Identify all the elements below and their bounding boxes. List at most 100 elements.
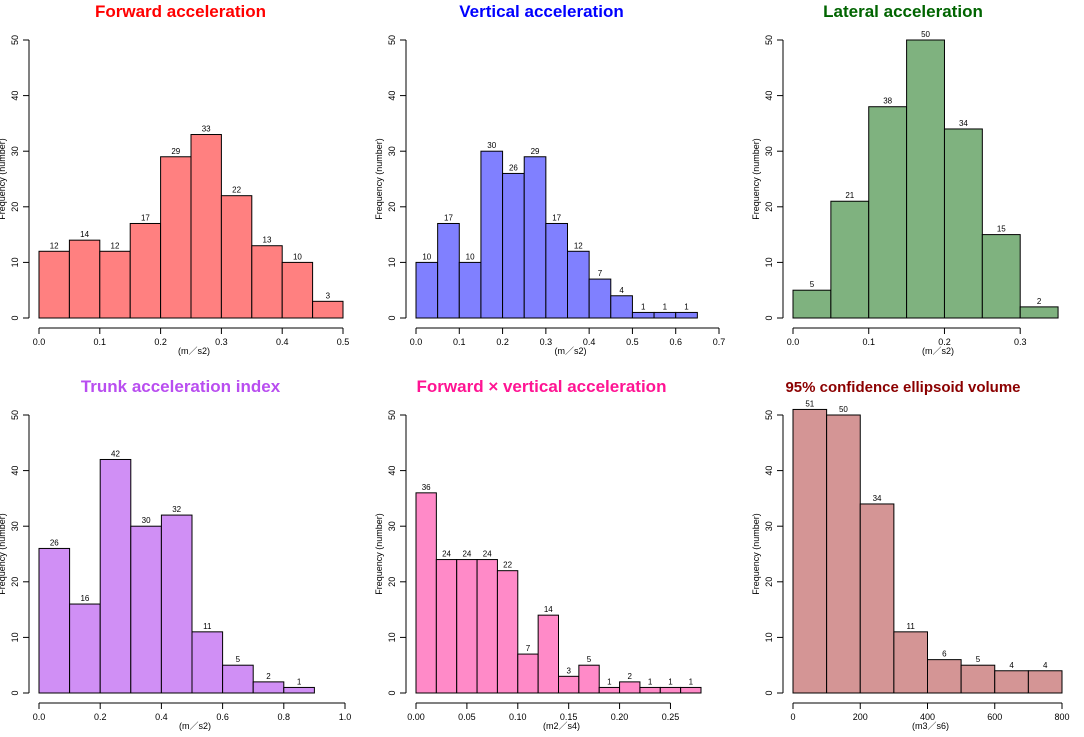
histogram-bar <box>567 250 590 319</box>
y-tick-label: 10 <box>10 257 20 267</box>
bar-count-label: 10 <box>466 252 475 261</box>
bar-count-label: 3 <box>566 666 571 675</box>
x-tick-label: 0.1 <box>862 337 875 347</box>
bar-count-label: 1 <box>648 677 653 686</box>
bar-count-label: 17 <box>141 213 150 222</box>
y-tick-label: 30 <box>387 146 397 156</box>
y-tick-label: 10 <box>764 632 774 642</box>
histogram-bar <box>251 245 283 319</box>
histogram-bar <box>545 222 569 319</box>
x-axis-label: (m／s2) <box>179 721 211 731</box>
histogram-bar <box>537 614 559 694</box>
bar-count-label: 13 <box>263 236 272 245</box>
x-axis-label: (m2／s4) <box>543 721 580 731</box>
bar-count-label: 4 <box>1043 661 1048 670</box>
histogram-forward-acceleration: Forward acceleration 12 14 12 17 29 33 22 13 10 3… <box>0 0 361 368</box>
histogram-bar <box>830 200 870 319</box>
y-tick-label: 40 <box>764 91 774 101</box>
bar-count-label: 21 <box>845 191 854 200</box>
x-tick-label: 600 <box>987 712 1002 722</box>
histogram-bar <box>792 289 832 319</box>
x-tick-label: 200 <box>853 712 868 722</box>
y-tick-label: 0 <box>10 315 20 320</box>
y-tick-label: 40 <box>764 466 774 476</box>
y-tick-label: 50 <box>10 35 20 45</box>
bar-count-label: 4 <box>619 286 624 295</box>
y-tick-label: 0 <box>764 690 774 695</box>
x-tick-label: 0.05 <box>458 712 476 722</box>
histogram-bar <box>859 503 895 694</box>
bar-count-label: 11 <box>203 622 212 631</box>
x-tick-label: 0.0 <box>787 337 800 347</box>
histogram-bar <box>38 250 70 319</box>
x-tick-label: 0.4 <box>583 337 596 347</box>
x-tick-label: 0.0 <box>33 712 46 722</box>
bar-count-label: 2 <box>266 672 271 681</box>
x-tick-label: 0.2 <box>94 712 107 722</box>
y-axis-label: Frequency (number) <box>0 138 7 220</box>
x-tick-label: 1.0 <box>339 712 352 722</box>
bar-count-label: 33 <box>202 125 211 134</box>
histogram-bar <box>826 414 861 694</box>
bar-count-label: 34 <box>873 494 882 503</box>
histogram-bar <box>502 172 525 319</box>
bar-count-label: 29 <box>171 147 180 156</box>
y-tick-label: 10 <box>387 257 397 267</box>
y-tick-label: 0 <box>387 315 397 320</box>
histogram-bar <box>496 570 519 694</box>
bar-count-label: 5 <box>236 655 241 664</box>
histogram-bar <box>222 664 254 694</box>
chart-svg: 10 17 10 30 26 29 17 12 7 4 1 1 1 0.0 0.1 0.2 0.3 0.4 0.5 0… <box>374 35 725 356</box>
x-tick-label: 0.3 <box>540 337 553 347</box>
x-tick-label: 0.8 <box>278 712 291 722</box>
y-tick-label: 50 <box>10 410 20 420</box>
bar-count-label: 50 <box>839 405 848 414</box>
bar-count-label: 1 <box>641 302 646 311</box>
y-tick-label: 50 <box>764 35 774 45</box>
chart-title: Vertical acceleration <box>459 2 624 21</box>
bar-count-label: 2 <box>628 672 633 681</box>
bar-count-label: 51 <box>805 399 814 408</box>
histogram-bar <box>456 559 478 694</box>
histogram-bar <box>558 675 580 694</box>
bar-count-label: 2 <box>1037 297 1042 306</box>
y-tick-label: 40 <box>387 91 397 101</box>
y-tick-label: 30 <box>764 146 774 156</box>
histogram-bar <box>1019 306 1059 319</box>
histogram-bar <box>792 408 828 694</box>
bar-count-label: 1 <box>689 677 694 686</box>
bar-count-label: 24 <box>442 550 451 559</box>
x-tick-label: 0.4 <box>155 712 168 722</box>
y-tick-label: 20 <box>764 202 774 212</box>
bar-count-label: 1 <box>663 302 668 311</box>
histogram-bar <box>160 156 192 319</box>
histogram-bar <box>69 603 101 694</box>
bar-count-label: 22 <box>232 186 241 195</box>
histogram-bar <box>639 686 661 694</box>
histogram-bar <box>906 39 945 319</box>
x-axis-label: (m／s2) <box>555 346 587 356</box>
x-tick-label: 0.1 <box>453 337 466 347</box>
bar-count-label: 4 <box>1009 661 1014 670</box>
bar-count-label: 26 <box>509 163 518 172</box>
bar-count-label: 1 <box>607 677 612 686</box>
histogram-lateral-acceleration: Lateral acceleration 5 21 38 50 34 15 2 0.0 0.1 0… <box>722 0 1084 368</box>
bar-count-label: 24 <box>483 550 492 559</box>
bar-count-label: 24 <box>462 550 471 559</box>
histogram-bar <box>252 681 285 694</box>
x-tick-label: 0.4 <box>276 337 289 347</box>
histogram-bar <box>415 261 439 319</box>
bar-count-label: 6 <box>942 650 947 659</box>
y-tick-label: 30 <box>10 521 20 531</box>
y-tick-label: 10 <box>764 257 774 267</box>
x-tick-label: 0.5 <box>626 337 639 347</box>
x-tick-label: 0.3 <box>1014 337 1027 347</box>
bar-count-label: 5 <box>587 655 592 664</box>
bar-count-label: 1 <box>297 677 302 686</box>
bar-count-label: 5 <box>810 280 815 289</box>
x-tick-label: 0.2 <box>938 337 951 347</box>
y-tick-label: 10 <box>10 632 20 642</box>
histogram-bar <box>129 222 162 319</box>
histogram-bar <box>893 631 928 694</box>
chart-svg: 36 24 24 24 22 7 14 3 5 1 2 1 1 1 0.00 0.05 0.10 0.15 0.20… <box>374 410 702 731</box>
